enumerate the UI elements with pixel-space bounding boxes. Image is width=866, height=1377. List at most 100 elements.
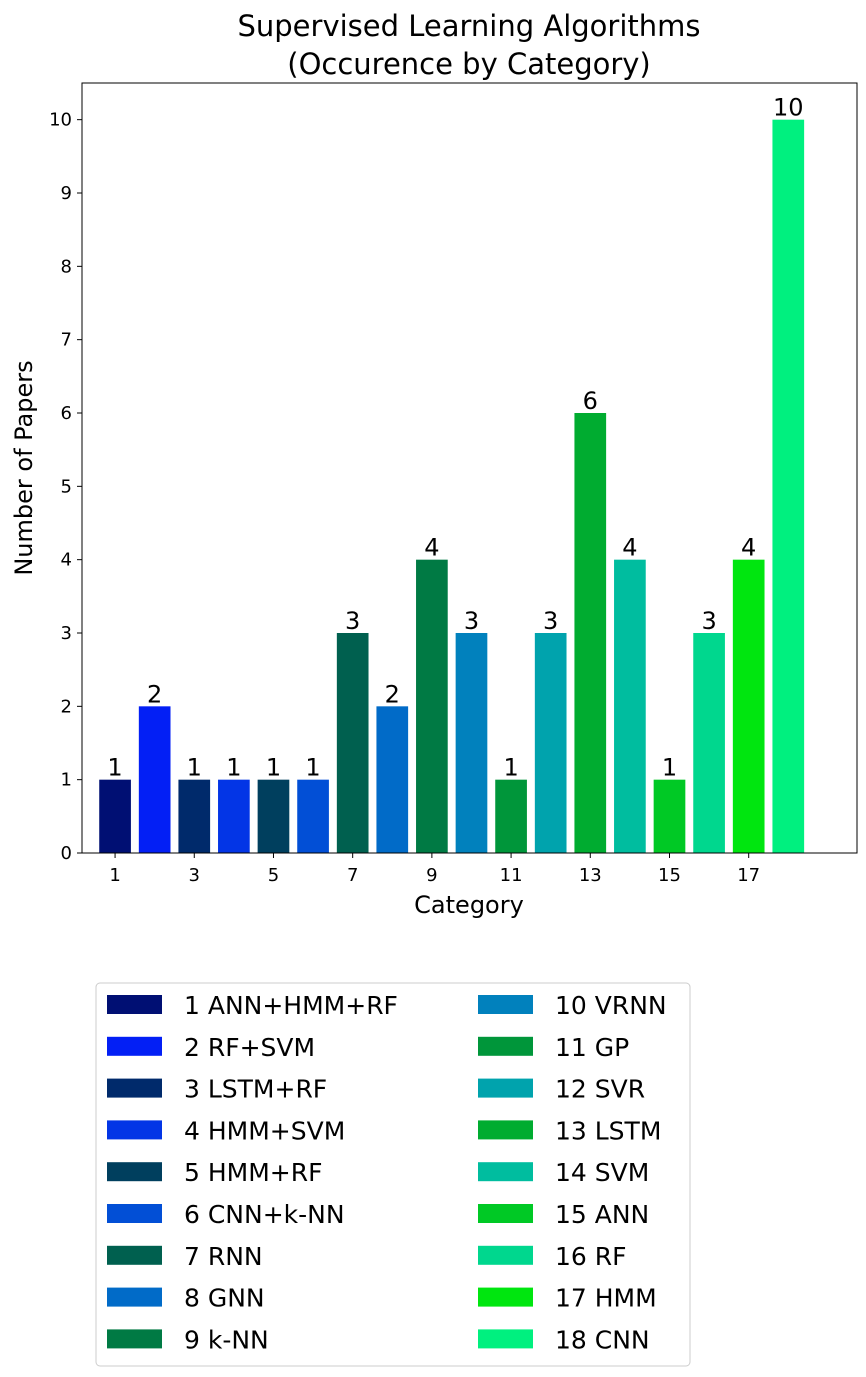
- legend-label-6: 6 CNN+k-NN: [184, 1200, 345, 1229]
- data-label-11: 1: [503, 754, 518, 782]
- y-tick-label-8: 8: [61, 256, 72, 277]
- bar-4: [218, 779, 250, 853]
- y-tick-label-7: 7: [61, 330, 72, 351]
- x-tick-label-5: 5: [268, 865, 279, 886]
- y-axis-ticks: 0 1 2 3 4 5 6 7 8 9 10: [49, 110, 82, 864]
- x-tick-label-15: 15: [658, 865, 681, 886]
- legend-swatch-12: [478, 1078, 533, 1098]
- legend-label-4: 4 HMM+SVM: [184, 1116, 345, 1145]
- legend-label-5: 5 HMM+RF: [184, 1158, 323, 1187]
- data-label-17: 4: [741, 534, 756, 562]
- bar-15: [653, 779, 686, 853]
- bar-6: [297, 779, 329, 853]
- data-label-5: 1: [266, 754, 281, 782]
- legend-label-16: 16 RF: [555, 1242, 627, 1271]
- bar-12: [534, 633, 567, 853]
- data-label-6: 1: [305, 754, 320, 782]
- legend-swatch-5: [107, 1162, 162, 1182]
- data-label-1: 1: [107, 754, 122, 782]
- legend-swatch-14: [478, 1162, 533, 1182]
- legend: 1 ANN+HMM+RF 2 RF+SVM 3 LSTM+RF 4 HMM+SVM 5 …: [95, 982, 691, 1367]
- data-label-13: 6: [583, 387, 598, 415]
- bar-1: [99, 779, 131, 853]
- legend-swatch-9: [107, 1329, 162, 1349]
- legend-swatch-10: [478, 995, 533, 1014]
- bar-11: [495, 779, 527, 853]
- legend-label-2: 2 RF+SVM: [184, 1033, 315, 1062]
- x-tick-label-9: 9: [426, 865, 437, 886]
- x-tick-label-11: 11: [500, 865, 523, 886]
- chart-title-line-1: Supervised Learning Algorithms: [237, 9, 700, 43]
- data-label-8: 2: [385, 680, 400, 708]
- legend-frame: [95, 982, 691, 1367]
- plot-area-frame: [81, 82, 858, 854]
- legend-swatch-11: [478, 1036, 533, 1056]
- legend-swatch-18: [478, 1329, 533, 1349]
- legend-label-8: 8 GNN: [184, 1284, 265, 1313]
- y-tick-label-10: 10: [49, 110, 72, 131]
- legend-label-13: 13 LSTM: [555, 1116, 661, 1145]
- x-tick-label-7: 7: [347, 865, 358, 886]
- y-tick-label-6: 6: [61, 403, 72, 424]
- legend-label-9: 9 k-NN: [184, 1325, 269, 1354]
- data-label-18: 10: [773, 94, 804, 122]
- x-axis-label: Category: [414, 891, 524, 919]
- legend-swatch-6: [107, 1204, 162, 1223]
- data-label-7: 3: [345, 607, 360, 635]
- legend-label-18: 18 CNN: [555, 1325, 650, 1354]
- y-tick-label-2: 2: [61, 696, 72, 717]
- legend-swatch-13: [478, 1120, 533, 1140]
- legend-swatch-16: [478, 1245, 533, 1265]
- bar-5: [257, 779, 290, 853]
- bar-7: [336, 633, 369, 853]
- legend-swatch-8: [107, 1287, 162, 1307]
- legend-swatch-1: [107, 995, 162, 1014]
- legend-label-3: 3 LSTM+RF: [184, 1075, 327, 1104]
- bar-18: [772, 119, 805, 854]
- legend-swatch-17: [478, 1287, 533, 1307]
- data-label-3: 1: [187, 754, 202, 782]
- legend-label-14: 14 SVM: [555, 1158, 649, 1187]
- legend-swatch-7: [107, 1245, 162, 1265]
- y-tick-label-0: 0: [61, 843, 72, 864]
- y-tick-label-1: 1: [61, 770, 72, 791]
- legend-swatch-2: [107, 1036, 162, 1056]
- x-tick-label-3: 3: [189, 865, 200, 886]
- bar-16: [693, 633, 725, 853]
- data-label-4: 1: [226, 754, 241, 782]
- data-label-2: 2: [147, 680, 162, 708]
- legend-label-7: 7 RNN: [184, 1242, 263, 1271]
- legend-swatch-3: [107, 1078, 162, 1098]
- legend-label-11: 11 GP: [555, 1033, 629, 1062]
- bar-2: [138, 706, 171, 853]
- data-label-12: 3: [543, 607, 558, 635]
- data-label-9: 4: [424, 534, 439, 562]
- bars: [99, 119, 805, 854]
- data-label-14: 4: [622, 534, 637, 562]
- legend-swatch-4: [107, 1120, 162, 1140]
- chart-title: Supervised Learning Algorithms (Occurenc…: [237, 9, 700, 81]
- y-tick-label-4: 4: [61, 550, 72, 571]
- y-tick-label-3: 3: [61, 623, 72, 644]
- data-label-16: 3: [701, 607, 716, 635]
- legend-label-1: 1 ANN+HMM+RF: [184, 991, 398, 1020]
- y-axis-label: Number of Papers: [10, 360, 38, 575]
- y-tick-label-9: 9: [61, 183, 72, 204]
- data-label-10: 3: [464, 607, 479, 635]
- bar-9: [416, 559, 448, 853]
- x-tick-label-13: 13: [579, 865, 602, 886]
- legend-label-15: 15 ANN: [555, 1200, 649, 1229]
- bar-10: [455, 633, 488, 853]
- data-label-15: 1: [662, 754, 677, 782]
- legend-label-17: 17 HMM: [555, 1284, 657, 1313]
- x-tick-label-1: 1: [109, 865, 120, 886]
- bar-3: [178, 779, 211, 853]
- legend-swatch-15: [478, 1204, 533, 1223]
- chart-title-line-2: (Occurence by Category): [287, 47, 651, 81]
- x-tick-label-17: 17: [737, 865, 760, 886]
- bar-14: [614, 559, 646, 853]
- y-tick-label-5: 5: [61, 476, 72, 497]
- bar-13: [574, 413, 607, 853]
